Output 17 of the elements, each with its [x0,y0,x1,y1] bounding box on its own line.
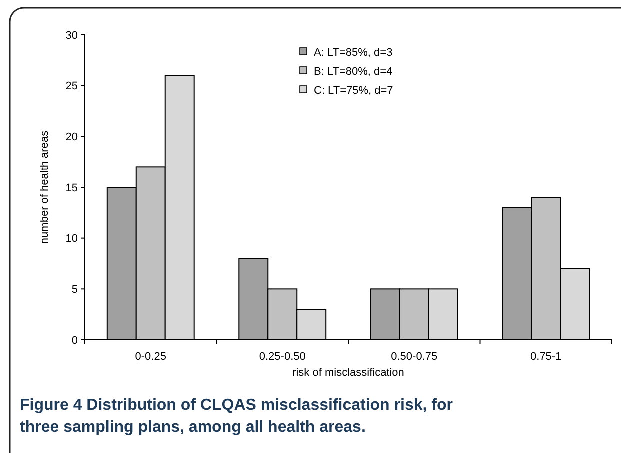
x-tick-label: 0.75-1 [530,351,562,363]
y-tick-label: 15 [66,182,78,194]
y-tick-label: 10 [66,233,78,246]
x-tick-label: 0.25-0.50 [259,351,306,363]
x-tick-label: 0-0.25 [135,351,166,363]
legend-label: B: LT=80%, d=4 [314,66,393,78]
y-tick-label: 30 [66,30,78,42]
y-tick-label: 20 [66,132,78,144]
y-tick-label: 5 [72,284,78,296]
x-axis-title: risk of misclassification [292,367,404,379]
caption: Figure 4 Distribution of CLQAS misclassification risk, for three sampling plans, among all health areas. [20,397,453,436]
legend-label: A: LT=85%, d=3 [314,46,393,59]
legend-label: C: LT=75%, d=7 [314,84,394,97]
x-tick-label: 0.50-0.75 [391,351,438,363]
y-tick-label: 25 [66,80,78,93]
y-axis-title: number of health areas [39,130,51,244]
y-tick-label: 0 [72,334,78,347]
